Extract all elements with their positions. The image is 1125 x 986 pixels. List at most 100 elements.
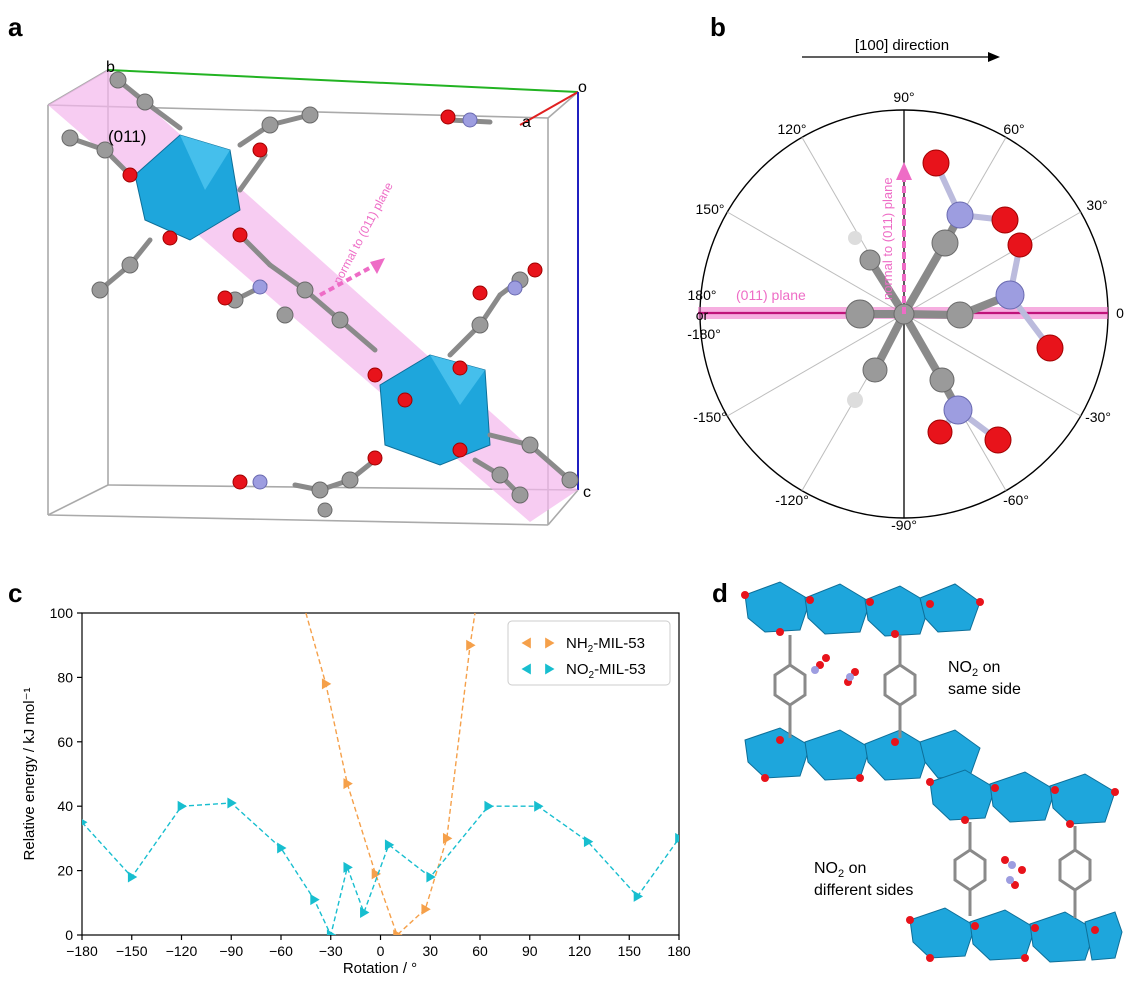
legend-marker-right [545, 637, 555, 649]
label-normal-b: normal to (011) plane [880, 177, 895, 300]
data-point [421, 903, 431, 915]
angle-label-90: 90° [893, 89, 914, 105]
y-axis-label: Relative energy / kJ mol⁻¹ [21, 688, 38, 861]
data-point [227, 797, 237, 809]
label-plane-011: (011) [108, 127, 146, 146]
legend-marker-left [521, 663, 531, 675]
polar-carbon-atoms [845, 229, 974, 393]
angle-label-180: 180° [688, 287, 717, 303]
x-tick-label: −90 [219, 943, 243, 959]
x-tick-label: 60 [472, 943, 488, 959]
x-tick-label: −120 [166, 943, 198, 959]
nitrogen-atoms [252, 112, 523, 490]
angle-label-m30: -30° [1085, 409, 1111, 425]
polar-normal-arrow-head [896, 162, 912, 180]
label-axis-c: c [583, 484, 591, 501]
data-point [633, 890, 644, 902]
angle-label-m120: -120° [775, 492, 809, 508]
label-same-side-2: same side [948, 681, 1021, 698]
polar-oxygen-atoms [922, 149, 1064, 454]
data-point [360, 906, 370, 918]
panel-c-letter: c [8, 578, 23, 608]
x-tick-label: −180 [66, 943, 98, 959]
legend-label: NH2-MIL-53 [566, 635, 645, 655]
data-point [343, 861, 353, 873]
x-axis-ticks: −180 −150 −120 −90 −60 −30 0 30 60 90 120 150 180 [66, 935, 691, 959]
data-point [466, 639, 476, 651]
polar-nitrogen-atoms [943, 201, 1025, 425]
y-tick-label: 80 [57, 669, 73, 685]
oxygen-atoms [122, 109, 543, 490]
angle-label-30: 30° [1086, 197, 1107, 213]
x-tick-label: 30 [422, 943, 438, 959]
diff-side-top-chain [929, 769, 1116, 825]
carbon-atoms [61, 71, 579, 518]
same-side-top-chain [744, 581, 981, 637]
x-axis-label: Rotation / ° [343, 960, 417, 977]
y-tick-label: 20 [57, 863, 73, 879]
angle-label-m150: -150° [693, 409, 727, 425]
angle-label-0: 0 [1116, 305, 1124, 321]
angle-label-or: or [696, 307, 709, 323]
x-tick-label: 180 [667, 943, 691, 959]
a-axis-line [519, 91, 579, 126]
data-point [277, 842, 287, 854]
diff-side-oxygen [906, 778, 1119, 962]
data-point [326, 929, 337, 935]
direction-arrow-head [988, 52, 1000, 62]
panel-c-energy-chart: −180 −150 −120 −90 −60 −30 0 30 60 90 120 150 180 0 2… [21, 605, 691, 977]
data-point [310, 894, 320, 906]
angle-label-m180: -180° [687, 326, 721, 342]
y-tick-label: 100 [50, 605, 74, 621]
same-side-nitrogen [811, 666, 854, 681]
data-point [393, 929, 403, 935]
polar-angle-labels: 90° 60° 30° 0 -30° -60° -90° -120° -150°… [687, 89, 1124, 533]
legend-label: NO2-MIL-53 [566, 661, 646, 681]
legend: NH2-MIL-53 NO2-MIL-53 [507, 620, 671, 686]
series-line-1 [82, 802, 679, 935]
diff-side-linkers [953, 822, 1092, 918]
y-tick-label: 0 [65, 927, 73, 943]
same-side-linkers [773, 635, 917, 738]
same-side-bottom-chain [744, 727, 981, 781]
normal-arrow-line [319, 263, 376, 297]
x-tick-label: −150 [116, 943, 148, 959]
data-point [583, 836, 594, 848]
y-tick-label: 40 [57, 798, 73, 814]
x-tick-label: 150 [618, 943, 642, 959]
data-point [127, 871, 138, 883]
x-tick-label: 90 [522, 943, 538, 959]
data-point [484, 800, 494, 812]
panel-b-letter: b [710, 12, 726, 42]
same-side-oxygen [741, 591, 984, 782]
diff-side-nitrogen [1006, 861, 1016, 884]
x-tick-label: −60 [269, 943, 293, 959]
x-tick-label: −30 [319, 943, 343, 959]
label-axis-o: o [578, 79, 587, 96]
y-axis-ticks: 0 20 40 60 80 100 [50, 605, 82, 943]
panel-d-letter: d [712, 578, 728, 608]
angle-label-m60: -60° [1003, 492, 1029, 508]
legend-marker-left [521, 637, 531, 649]
series-1 [82, 797, 679, 935]
data-point [426, 871, 436, 883]
polar-hydrogen-atoms [847, 231, 863, 408]
panel-a-letter: a [8, 12, 23, 42]
series-layer [82, 613, 679, 935]
panel-a-crystal-structure: b o a c (011) normal to (011) plane [47, 59, 591, 526]
angle-label-m90: -90° [891, 517, 917, 533]
angle-label-120: 120° [778, 121, 807, 137]
panel-b-polar-projection: [100] direction [687, 37, 1124, 533]
series-0 [305, 613, 476, 935]
diff-side-bottom-chain [909, 907, 1123, 963]
label-plane-b: (011) plane [736, 287, 806, 303]
panel-d-framework-structures: NO2 on same side [741, 581, 1123, 963]
angle-label-150: 150° [696, 201, 725, 217]
data-point [321, 678, 332, 690]
normal-arrow-head [370, 258, 385, 274]
b-axis-line [107, 69, 579, 93]
y-tick-label: 60 [57, 734, 73, 750]
data-point [675, 832, 679, 844]
legend-marker-right [545, 663, 555, 675]
label-axis-a: a [522, 114, 531, 131]
